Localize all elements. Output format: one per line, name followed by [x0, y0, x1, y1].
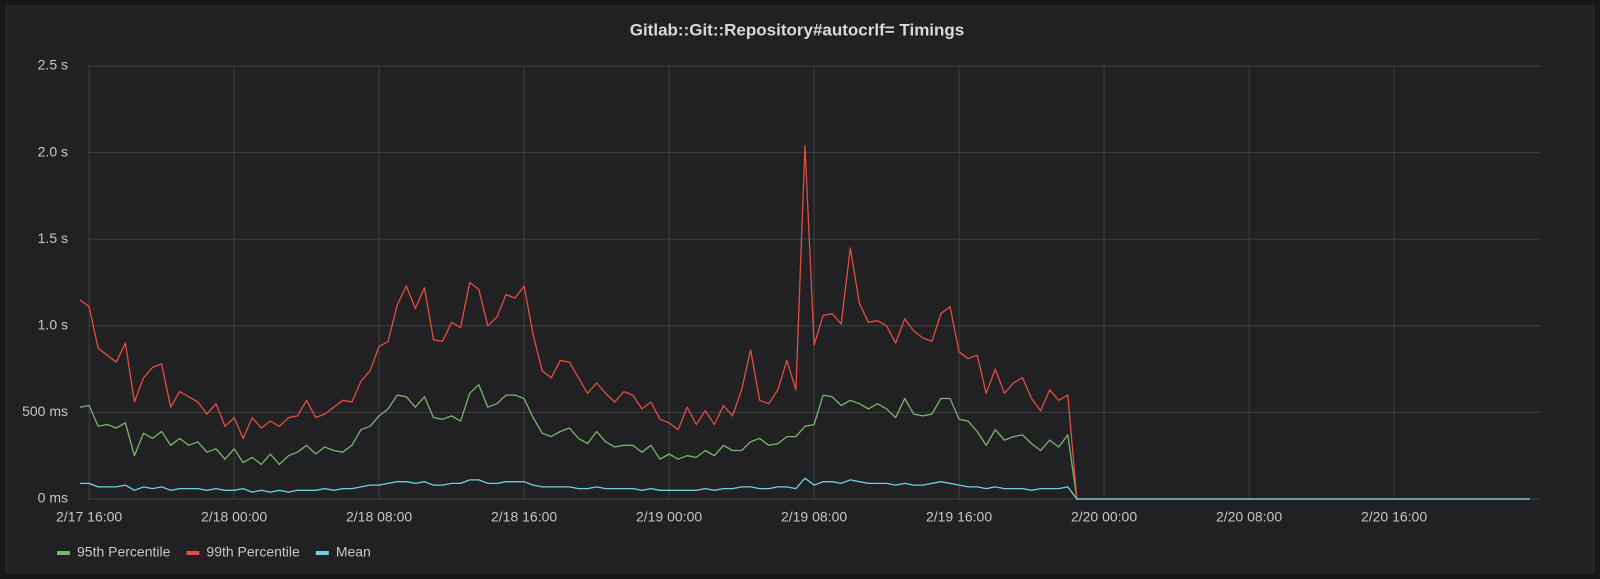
x-tick-label: 2/19 08:00 — [781, 509, 847, 525]
series-line — [79, 145, 1530, 500]
series-line — [80, 477, 1530, 500]
x-tick-label: 2/19 16:00 — [926, 509, 992, 525]
y-tick-label: 500 ms — [22, 403, 68, 419]
x-tick-label: 2/20 00:00 — [1071, 509, 1137, 525]
legend-label: Mean — [336, 544, 371, 560]
legend-label: 99th Percentile — [206, 544, 300, 560]
chart-title: Gitlab::Git::Repository#autocrlf= Timing… — [630, 20, 965, 39]
x-tick-label: 2/19 00:00 — [636, 509, 702, 525]
y-tick-label: 2.0 s — [38, 143, 68, 159]
y-tick-label: 0 ms — [38, 490, 68, 506]
x-tick-label: 2/18 08:00 — [346, 509, 412, 525]
series-line — [79, 384, 1530, 500]
x-tick-label: 2/20 08:00 — [1216, 509, 1282, 525]
y-tick-label: 2.5 s — [38, 57, 68, 73]
legend-label: 95th Percentile — [77, 544, 171, 560]
y-tick-label: 1.0 s — [38, 317, 68, 333]
x-tick-label: 2/18 16:00 — [491, 509, 557, 525]
x-tick-label: 2/18 00:00 — [201, 509, 267, 525]
y-tick-label: 1.5 s — [38, 230, 68, 246]
x-tick-label: 2/20 16:00 — [1361, 509, 1427, 525]
x-tick-label: 2/17 16:00 — [56, 509, 122, 525]
